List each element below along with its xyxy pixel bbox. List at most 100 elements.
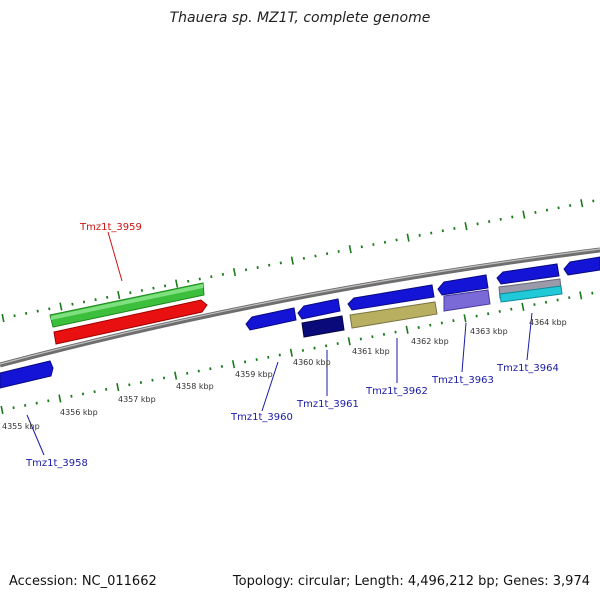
outer-tick-track (1, 199, 595, 323)
minor-tick (94, 298, 97, 302)
minor-tick (12, 406, 15, 410)
minor-tick (220, 365, 224, 368)
minor-tick (430, 231, 433, 235)
minor-tick (557, 206, 560, 210)
minor-tick (372, 243, 375, 246)
minor-tick (82, 300, 86, 304)
minor-tick (221, 272, 225, 276)
minor-tick (533, 303, 536, 307)
kbp-label-4357: 4357 kbp (118, 395, 156, 404)
minor-tick (151, 378, 154, 382)
minor-tick (371, 335, 374, 339)
minor-tick (105, 387, 108, 391)
major-tick (116, 383, 120, 392)
minor-tick (301, 348, 305, 352)
gene-label-3958[interactable]: Tmz1t_3958 (25, 458, 88, 469)
minor-tick (452, 319, 455, 323)
gene-name-labels: Tmz1t_3959 Tmz1t_3958 Tmz1t_3960 Tmz1t_3… (25, 222, 559, 469)
genome-backbone (0, 247, 600, 368)
major-tick (580, 199, 584, 208)
minor-tick (279, 261, 282, 265)
major-tick (175, 279, 179, 288)
major-tick (348, 245, 352, 254)
minor-tick (337, 249, 340, 253)
major-tick (0, 405, 4, 415)
minor-tick (47, 399, 50, 403)
major-tick (232, 268, 237, 277)
minor-tick (198, 277, 201, 281)
minor-tick (336, 342, 339, 345)
minor-tick (545, 208, 549, 212)
minor-tick (302, 256, 306, 260)
major-tick (463, 314, 467, 323)
gene-feature-3964[interactable] (499, 285, 563, 303)
minor-tick (418, 233, 421, 237)
minor-tick (534, 210, 537, 214)
gene-feature-3964-upper[interactable] (496, 263, 560, 285)
minor-tick (24, 403, 27, 407)
minor-tick (394, 330, 397, 334)
major-tick (579, 291, 583, 300)
kbp-label-4355: 4355 kbp (2, 422, 40, 431)
gene-feature-3958[interactable] (0, 360, 54, 389)
minor-tick (48, 307, 51, 311)
gene-feature-3960[interactable] (245, 307, 297, 331)
minor-tick (268, 263, 271, 267)
minor-tick (453, 227, 456, 230)
major-tick (174, 371, 178, 380)
minor-tick (417, 326, 420, 329)
inner-tick-track (0, 291, 594, 415)
minor-tick (186, 371, 189, 375)
gene-feature-3963[interactable] (443, 289, 491, 312)
minor-tick (592, 199, 595, 203)
minor-tick (81, 392, 85, 396)
gene-label-3962[interactable]: Tmz1t_3962 (365, 386, 428, 397)
minor-tick (35, 401, 38, 405)
minor-tick (325, 252, 329, 256)
minor-tick (383, 240, 387, 244)
genome-summary-text: Topology: circular; Length: 4,496,212 bp… (232, 574, 590, 589)
reverse-strand-genes (0, 256, 600, 389)
minor-tick (324, 344, 328, 348)
minor-tick (441, 229, 444, 233)
minor-tick (278, 353, 281, 357)
major-tick (231, 360, 236, 369)
minor-tick (256, 266, 259, 269)
gene-label-3960[interactable]: Tmz1t_3960 (230, 412, 293, 423)
major-tick (464, 222, 468, 231)
kbp-label-4362: 4362 kbp (411, 337, 449, 346)
minor-tick (187, 279, 190, 283)
gene-feature-right-partial[interactable] (563, 256, 600, 276)
minor-tick (244, 268, 248, 272)
gene-feature-3962[interactable] (349, 301, 438, 329)
minor-tick (243, 360, 247, 364)
minor-tick (487, 312, 490, 316)
minor-tick (510, 307, 513, 311)
gene-label-3964[interactable]: Tmz1t_3964 (496, 363, 559, 374)
minor-tick (162, 376, 166, 380)
kbp-label-4364: 4364 kbp (529, 318, 567, 327)
gene-feature-3961[interactable] (301, 315, 345, 338)
gene-label-3961[interactable]: Tmz1t_3961 (296, 399, 359, 410)
major-tick (406, 233, 410, 242)
major-tick (289, 348, 293, 357)
kbp-label-4359: 4359 kbp (235, 370, 273, 379)
gene-label-3959[interactable]: Tmz1t_3959 (79, 222, 142, 233)
gene-label-3963[interactable]: Tmz1t_3963 (431, 375, 494, 386)
gene-feature-green-highlight (51, 284, 203, 320)
gene-feature-red[interactable] (53, 299, 208, 345)
gene-feature-3961-upper[interactable] (297, 298, 341, 320)
minor-tick (359, 337, 362, 341)
gene-feature-3963-upper[interactable] (437, 274, 489, 296)
kbp-label-4358: 4358 kbp (176, 382, 214, 391)
minor-tick (429, 323, 432, 327)
major-tick (1, 313, 5, 323)
minor-tick (395, 238, 398, 242)
minor-tick (568, 296, 571, 300)
major-tick (117, 290, 121, 300)
major-tick (347, 337, 351, 346)
minor-tick (210, 275, 213, 279)
minor-tick (255, 358, 258, 362)
gene-feature-3962-upper[interactable] (347, 284, 435, 311)
